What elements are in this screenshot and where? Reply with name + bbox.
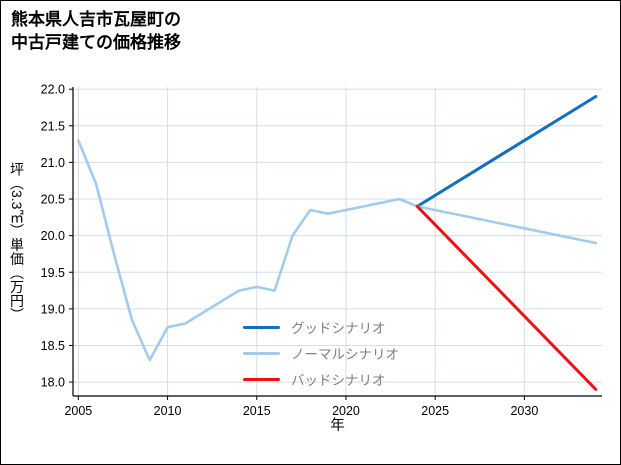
x-tick-label: 2005	[64, 404, 92, 418]
series-line-history-actual	[77, 139, 419, 362]
y-tick-label: 18.0	[41, 376, 65, 390]
chart-title-line1: 熊本県人吉市瓦屋町の	[11, 10, 181, 29]
y-tick-label: 18.5	[41, 339, 65, 353]
legend-item-good-scenario: グッドシナリオ	[243, 314, 399, 340]
x-axis-label: 年	[330, 418, 345, 434]
y-tick-label: 22.0	[41, 83, 65, 97]
x-tick-label: 2025	[421, 404, 449, 418]
y-tick-label: 21.5	[41, 119, 65, 133]
x-tick-label: 2015	[243, 404, 271, 418]
y-tick-label: 20.5	[41, 193, 65, 207]
series-line-normal-scenario	[415, 205, 598, 245]
y-tick-label: 21.0	[41, 156, 65, 170]
legend-swatch-normal-scenario	[243, 351, 280, 355]
x-tick-label: 2010	[154, 404, 182, 418]
x-tick-label: 2020	[332, 404, 360, 418]
legend-swatch-bad-scenario	[243, 377, 280, 381]
legend: グッドシナリオ ノーマルシナリオ バッドシナリオ	[243, 314, 399, 392]
series-line-good-scenario	[415, 95, 598, 208]
chart-title: 熊本県人吉市瓦屋町の 中古戸建ての価格推移	[11, 8, 181, 54]
legend-label-bad-scenario: バッドシナリオ	[291, 373, 386, 388]
chart-title-line2: 中古戸建ての価格推移	[11, 33, 181, 52]
y-tick-label: 20.0	[41, 229, 65, 243]
y-axis-label: 坪（3.3㎡）単価（万円）	[9, 162, 25, 322]
series-line-bad-scenario	[415, 204, 598, 391]
y-tick-label: 19.0	[41, 302, 65, 316]
legend-label-good-scenario: グッドシナリオ	[291, 321, 386, 336]
legend-label-normal-scenario: ノーマルシナリオ	[291, 347, 399, 362]
legend-item-bad-scenario: バッドシナリオ	[243, 366, 399, 392]
y-tick-label: 19.5	[41, 266, 65, 280]
legend-swatch-good-scenario	[243, 325, 280, 329]
x-tick-label: 2030	[510, 404, 538, 418]
legend-item-normal-scenario: ノーマルシナリオ	[243, 340, 399, 366]
